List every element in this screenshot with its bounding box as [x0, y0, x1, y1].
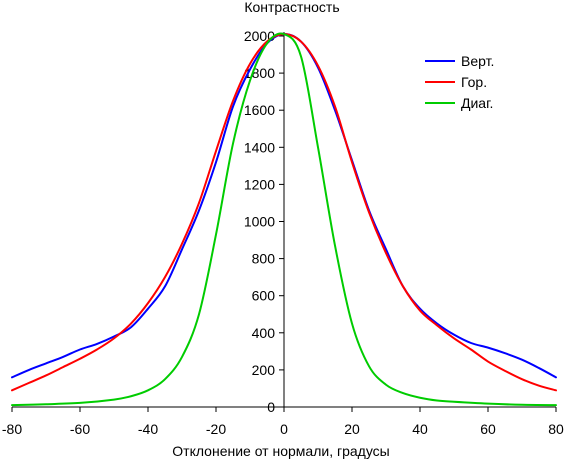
axes: -80 -60 -40 -20 0 20 40 60 800200400600800100012…	[2, 28, 564, 437]
x-tick-label: -40	[138, 421, 158, 437]
legend-label: Гор.	[461, 74, 487, 90]
x-tick-label: 60	[480, 421, 496, 437]
x-axis-title: Отклонение от нормали, градусы	[172, 443, 389, 459]
series-line-3	[11, 32, 557, 407]
y-tick-label: 600	[252, 288, 276, 304]
chart-title: Контрастность	[244, 0, 339, 15]
y-tick-label: 0	[267, 399, 275, 415]
y-tick-label: 400	[252, 325, 276, 341]
plot-lines	[11, 32, 557, 407]
x-tick-label: -20	[206, 421, 226, 437]
legend-label: Диаг.	[461, 95, 493, 111]
x-tick-label: -60	[70, 421, 90, 437]
x-tick-label: -80	[2, 421, 22, 437]
legend-label: Верт.	[461, 53, 494, 69]
y-tick-label: 2000	[244, 28, 275, 44]
y-tick-label: 1000	[244, 214, 275, 230]
x-tick-label: 20	[344, 421, 360, 437]
legend: Верт. Гор. Диаг.	[425, 53, 494, 111]
x-tick-label: 0	[280, 421, 288, 437]
y-tick-label: 1400	[244, 139, 275, 155]
y-tick-label: 1600	[244, 102, 275, 118]
y-tick-label: 1200	[244, 176, 275, 192]
y-tick-label: 200	[252, 362, 276, 378]
x-tick-label: 80	[548, 421, 564, 437]
y-tick-label: 800	[252, 251, 276, 267]
x-tick-label: 40	[412, 421, 428, 437]
